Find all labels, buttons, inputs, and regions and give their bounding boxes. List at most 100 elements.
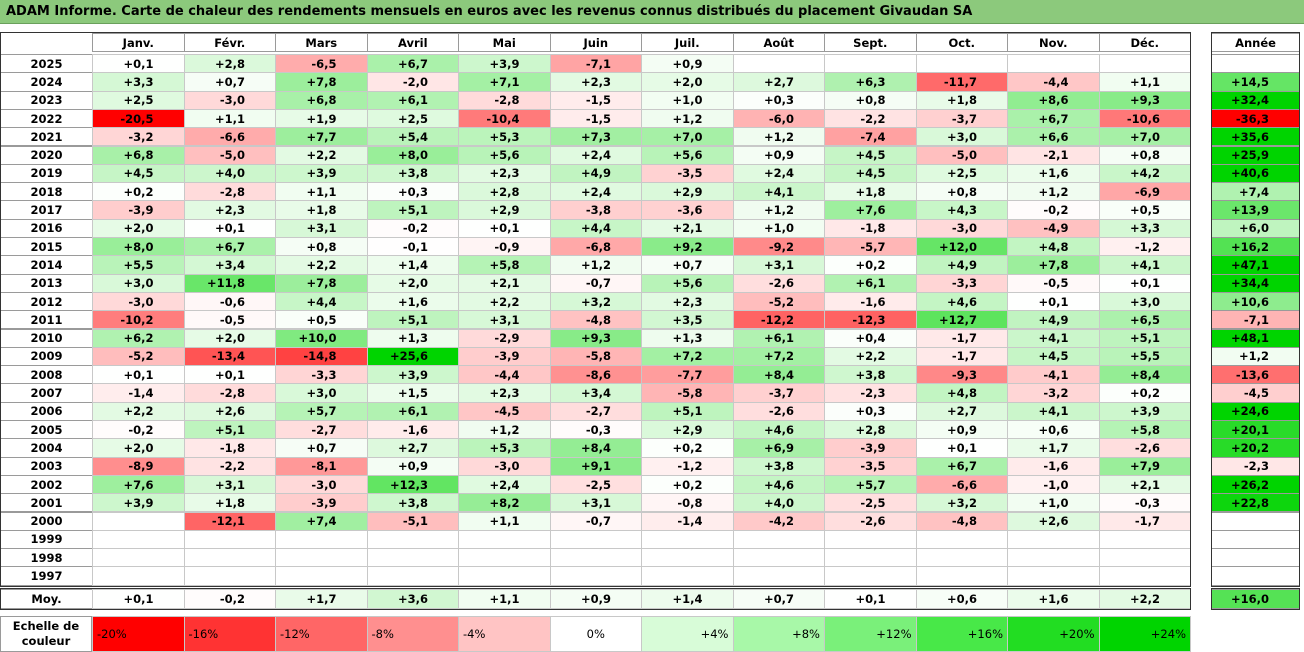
- heatmap-cell: +6,1: [732, 328, 825, 348]
- heatmap-cell: +2,3: [641, 291, 734, 312]
- heatmap-cell: [366, 566, 459, 586]
- annual-return-cell: +20,1: [1211, 420, 1300, 440]
- heatmap-cell: +1,8: [183, 493, 276, 513]
- heatmap-cell: -5,0: [183, 145, 276, 165]
- heatmap-cell: +5,6: [458, 145, 551, 165]
- average-cell: +2,2: [1098, 589, 1191, 609]
- chart-title: ADAM Informe. Carte de chaleur des rende…: [0, 0, 1304, 24]
- annual-return-cell: +25,9: [1211, 145, 1300, 165]
- color-scale-swatch: -8%: [366, 616, 459, 652]
- heatmap-cell: -4,8: [549, 310, 642, 330]
- average-cell: +0,7: [732, 589, 825, 609]
- heatmap-cell: [915, 54, 1008, 74]
- heatmap-cell: [183, 548, 276, 568]
- year-label: 2022: [0, 108, 93, 129]
- heatmap-cell: +4,6: [915, 291, 1008, 312]
- heatmap-cell: +9,2: [641, 237, 734, 257]
- heatmap-cell: +4,5: [1007, 346, 1100, 367]
- heatmap-cell: [1098, 54, 1191, 74]
- year-label: 1998: [0, 548, 93, 568]
- color-scale-swatch: +24%: [1098, 616, 1191, 652]
- heatmap-cell: +1,1: [458, 511, 551, 531]
- heatmap-cell: +3,9: [1098, 401, 1191, 421]
- heatmap-cell: +4,8: [915, 383, 1008, 403]
- heatmap-cell: -1,8: [183, 438, 276, 458]
- month-header: Sept.: [824, 33, 917, 52]
- heatmap-cell: +1,8: [275, 200, 368, 220]
- heatmap-cell: +0,8: [1098, 145, 1191, 165]
- heatmap-cell: -0,5: [1007, 273, 1100, 293]
- heatmap-cell: +1,7: [1007, 438, 1100, 458]
- color-scale-swatch: +8%: [732, 616, 825, 652]
- annual-return-cell: +16,2: [1211, 237, 1300, 257]
- heatmap-cell: -3,7: [732, 383, 825, 403]
- heatmap-cell: +7,0: [1098, 127, 1191, 147]
- year-label: 2007: [0, 383, 93, 403]
- heatmap-cell: +5,4: [366, 127, 459, 147]
- heatmap-cell: +3,0: [915, 127, 1008, 147]
- heatmap-cell: -10,2: [92, 310, 185, 330]
- color-scale-swatch: -12%: [275, 616, 368, 652]
- heatmap-cell: +0,5: [1098, 200, 1191, 220]
- heatmap-cell: -0,2: [366, 218, 459, 238]
- annual-return-cell: -7,1: [1211, 310, 1300, 330]
- heatmap-cell: +0,2: [92, 182, 185, 202]
- heatmap-cell: +5,1: [183, 420, 276, 440]
- average-cell: +1,7: [275, 589, 368, 609]
- heatmap-cell: [458, 548, 551, 568]
- heatmap-cell: [641, 548, 734, 568]
- color-scale-swatch: +16%: [915, 616, 1008, 652]
- heatmap-cell: +8,0: [92, 237, 185, 257]
- year-label: 2016: [0, 218, 93, 238]
- heatmap-cell: +2,3: [183, 200, 276, 220]
- heatmap-cell: -2,7: [549, 401, 642, 421]
- heatmap-cell: +4,4: [275, 291, 368, 312]
- heatmap-cell: [92, 529, 185, 550]
- heatmap-cell: [732, 566, 825, 586]
- heatmap-cell: [275, 548, 368, 568]
- heatmap-cell: +1,0: [732, 218, 825, 238]
- heatmap-cell: +1,2: [458, 420, 551, 440]
- color-scale-swatch: +12%: [824, 616, 917, 652]
- heatmap-cell: +5,3: [458, 127, 551, 147]
- heatmap-cell: +6,3: [824, 72, 917, 92]
- heatmap-cell: +6,2: [92, 328, 185, 348]
- heatmap-cell: +2,2: [824, 346, 917, 367]
- heatmap-cell: +5,1: [366, 200, 459, 220]
- heatmap-cell: -10,4: [458, 108, 551, 129]
- heatmap-cell: [549, 529, 642, 550]
- month-header: Nov.: [1007, 33, 1100, 52]
- heatmap-cell: +1,1: [183, 108, 276, 129]
- heatmap-cell: -0,3: [1098, 493, 1191, 513]
- heatmap-cell: [1007, 529, 1100, 550]
- heatmap-cell: +4,1: [732, 182, 825, 202]
- average-cell: -0,2: [183, 589, 276, 609]
- heatmap-cell: +3,0: [275, 383, 368, 403]
- heatmap-cell: +1,5: [366, 383, 459, 403]
- heatmap-cell: +5,5: [92, 255, 185, 275]
- heatmap-cell: [275, 566, 368, 586]
- heatmap-cell: +1,2: [1007, 182, 1100, 202]
- month-header: Août: [732, 33, 825, 52]
- heatmap-cell: -5,8: [549, 346, 642, 367]
- heatmap-cell: +2,7: [732, 72, 825, 92]
- heatmap-cell: +9,3: [549, 328, 642, 348]
- year-label: 2024: [0, 72, 93, 92]
- heatmap-cell: -9,3: [915, 365, 1008, 385]
- heatmap-cell: +3,1: [183, 474, 276, 495]
- heatmap-cell: -0,7: [549, 273, 642, 293]
- heatmap-cell: -0,2: [1007, 200, 1100, 220]
- color-scale-swatch: -4%: [458, 616, 551, 652]
- heatmap-cell: +2,4: [549, 145, 642, 165]
- heatmap-cell: +1,6: [366, 291, 459, 312]
- heatmap-cell: [641, 566, 734, 586]
- heatmap-cell: +3,1: [732, 255, 825, 275]
- heatmap-cell: +2,1: [458, 273, 551, 293]
- heatmap-cell: +5,5: [1098, 346, 1191, 367]
- heatmap-cell: [1007, 566, 1100, 586]
- heatmap-cell: +6,7: [183, 237, 276, 257]
- heatmap-cell: +0,5: [275, 310, 368, 330]
- heatmap-cell: +5,1: [366, 310, 459, 330]
- heatmap-cell: +2,6: [1007, 511, 1100, 531]
- heatmap-cell: [92, 511, 185, 531]
